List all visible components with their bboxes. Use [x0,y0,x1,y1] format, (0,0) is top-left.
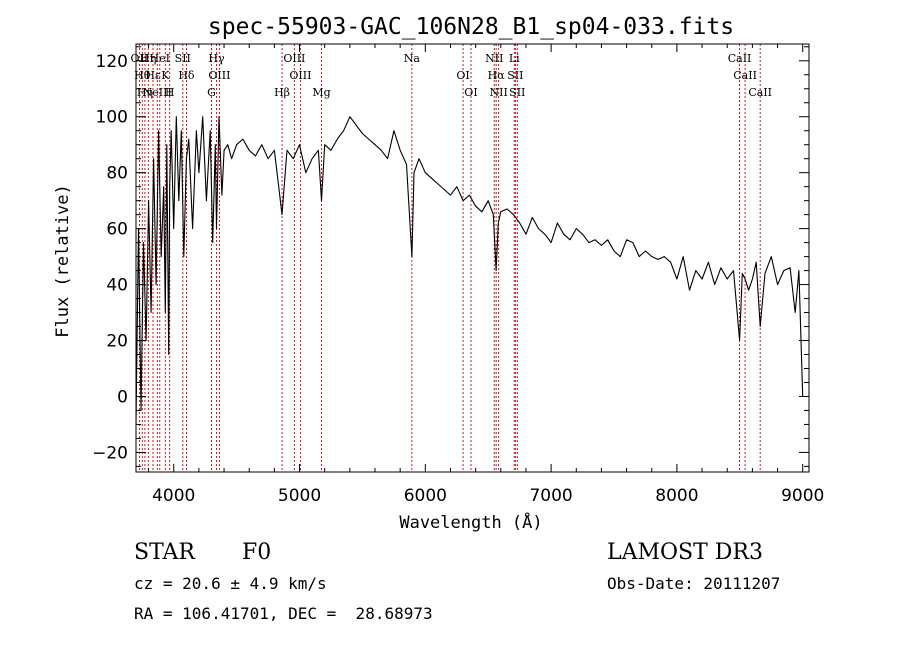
marker-label-8: H [165,86,175,99]
marker-label-26: SII [509,86,525,99]
marker-label-25: SII [507,69,523,82]
y-tick-label--20: −20 [92,443,128,463]
marker-label-10: Hδ [178,69,195,82]
marker-label-23: NII [490,86,508,99]
marker-label-7: K [161,69,170,82]
y-tick-label-40: 40 [106,276,128,296]
marker-label-12: Hγ [208,52,225,65]
object-class: STAR [134,540,195,565]
marker-label-29: CaII [748,86,772,99]
marker-label-5: NeIII [143,86,172,99]
y-axis-label: Flux (relative) [53,184,73,338]
ra-dec: RA = 106.41701, DEC = 28.68973 [134,604,433,623]
marker-label-16: OIII [289,69,311,82]
object-subclass: F0 [242,540,272,565]
marker-label-19: OI [456,69,469,82]
marker-label-20: OI [464,86,477,99]
plot-area: OIIHθHηHηHεNeIIIHeIKHSIIHδGHγOIIIHβOIIIO… [92,43,824,506]
y-tick-label-20: 20 [106,332,128,352]
survey-name: LAMOST DR3 [607,540,763,565]
marker-label-13: OIII [208,69,230,82]
marker-label-18: Na [404,52,421,65]
marker-label-24: Li [509,52,520,65]
obs-date: Obs-Date: 20111207 [607,574,781,593]
redshift-cz: cz = 20.6 ± 4.9 km/s [134,574,327,593]
marker-label-9: SII [175,52,191,65]
marker-label-4: Hε [145,69,161,82]
marker-label-28: CaII [733,69,757,82]
marker-label-17: Mg [312,86,330,99]
marker-label-11: G [207,86,216,99]
marker-label-3: Hη [140,52,156,65]
x-tick-label-4000: 4000 [152,486,195,506]
x-tick-label-8000: 8000 [655,486,698,506]
marker-label-21: NII [485,52,503,65]
y-tick-label-60: 60 [106,220,128,240]
y-tick-label-100: 100 [96,108,128,128]
x-tick-label-5000: 5000 [278,486,321,506]
marker-label-22: Hα [488,69,506,82]
x-tick-label-9000: 9000 [781,486,824,506]
x-axis-label: Wavelength (Å) [399,511,542,533]
marker-label-1: Hθ [134,69,151,82]
y-tick-label-0: 0 [117,387,128,407]
x-tick-label-6000: 6000 [404,486,447,506]
marker-label-6: HeI [150,52,170,65]
plot-frame [135,43,810,473]
marker-label-14: Hβ [274,86,290,99]
spectrum-line [135,116,804,425]
chart-title: spec-55903-GAC_106N28_B1_sp04-033.fits [208,14,734,40]
marker-label-15: OIII [283,52,305,65]
y-tick-label-120: 120 [96,52,128,72]
x-tick-label-7000: 7000 [529,486,572,506]
marker-label-27: CaII [728,52,752,65]
y-tick-label-80: 80 [106,164,128,184]
marker-label-0: OII [131,52,149,65]
